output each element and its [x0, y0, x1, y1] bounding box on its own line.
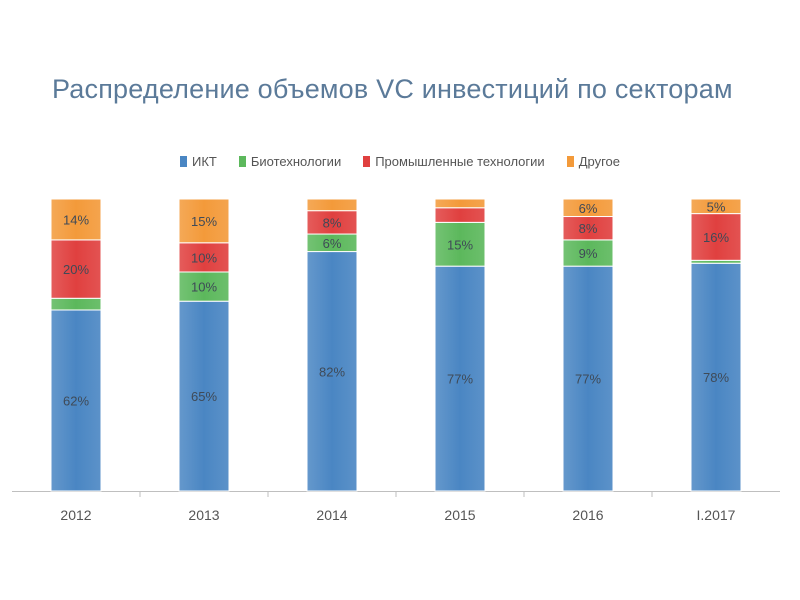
data-label-2016-s3: 6%	[579, 201, 598, 216]
legend-item-industrial: Промышленные технологии	[363, 154, 545, 169]
bar-segment-2015-s1	[434, 221, 486, 267]
bar-segment-2016-s3	[562, 198, 614, 218]
legend-label-industrial: Промышленные технологии	[375, 154, 545, 169]
bar-segment-I.2017-s3	[690, 198, 742, 215]
bar-segment-2015-s2	[434, 207, 486, 223]
bar-segment-2012-s0	[50, 309, 102, 492]
data-label-2016-s0: 77%	[575, 372, 601, 387]
legend-label-other: Другое	[578, 154, 620, 169]
chart-title: Распределение объемов VC инвестиций по с…	[52, 74, 733, 104]
bar-segment-I.2017-s2	[690, 213, 742, 261]
data-label-2016-s2: 8%	[579, 221, 598, 236]
bar-segment-2013-s2	[178, 242, 230, 273]
data-label-2013-s3: 15%	[191, 214, 217, 229]
data-label-2013-s1: 10%	[191, 280, 217, 295]
data-label-2012-s2: 20%	[63, 262, 89, 277]
data-label-I.2017-s2: 16%	[703, 230, 729, 245]
legend-swatch-biotech	[238, 156, 246, 167]
legend-swatch-ict	[180, 156, 187, 167]
legend-swatch-other	[566, 156, 574, 167]
legend-item-ict: ИКТ	[180, 154, 217, 169]
bar-segment-2012-s1	[50, 297, 102, 311]
bar-segment-2013-s1	[178, 271, 230, 302]
data-label-I.2017-s3: 5%	[707, 199, 726, 214]
legend-label-ict: ИКТ	[192, 154, 217, 169]
data-label-2015-s0: 77%	[447, 372, 473, 387]
bar-segment-2014-s3	[306, 198, 358, 212]
x-tick-label-2015: 2015	[444, 507, 475, 523]
data-label-2014-s2: 8%	[323, 215, 342, 230]
data-label-2015-s1: 15%	[447, 237, 473, 252]
bar-segment-2013-s3	[178, 198, 230, 244]
data-label-2014-s0: 82%	[319, 364, 345, 379]
chart-legend: ИКТ Биотехнологии Промышленные технологи…	[0, 154, 800, 169]
legend-swatch-industrial	[363, 156, 371, 167]
legend-item-biotech: Биотехнологии	[238, 154, 342, 169]
bar-segment-2015-s0	[434, 265, 486, 492]
x-tick-label-2016: 2016	[572, 507, 603, 523]
data-label-2012-s0: 62%	[63, 393, 89, 408]
data-label-2013-s2: 10%	[191, 250, 217, 265]
data-label-2013-s0: 65%	[191, 389, 217, 404]
x-tick-label-2013: 2013	[188, 507, 219, 523]
bar-segment-2015-s3	[434, 198, 486, 209]
legend-item-other: Другое	[566, 154, 620, 169]
x-tick-label-2012: 2012	[60, 507, 91, 523]
bar-segment-I.2017-s0	[690, 262, 742, 492]
data-label-2014-s1: 6%	[323, 236, 342, 251]
x-tick-label-I.2017: I.2017	[697, 507, 736, 523]
x-tick-label-2014: 2014	[316, 507, 347, 523]
bar-segment-2012-s3	[50, 198, 102, 241]
data-label-2016-s1: 9%	[579, 246, 598, 261]
data-label-I.2017-s0: 78%	[703, 370, 729, 385]
bar-segment-2014-s0	[306, 251, 358, 492]
data-label-2012-s3: 14%	[63, 212, 89, 227]
legend-label-biotech: Биотехнологии	[250, 154, 342, 169]
